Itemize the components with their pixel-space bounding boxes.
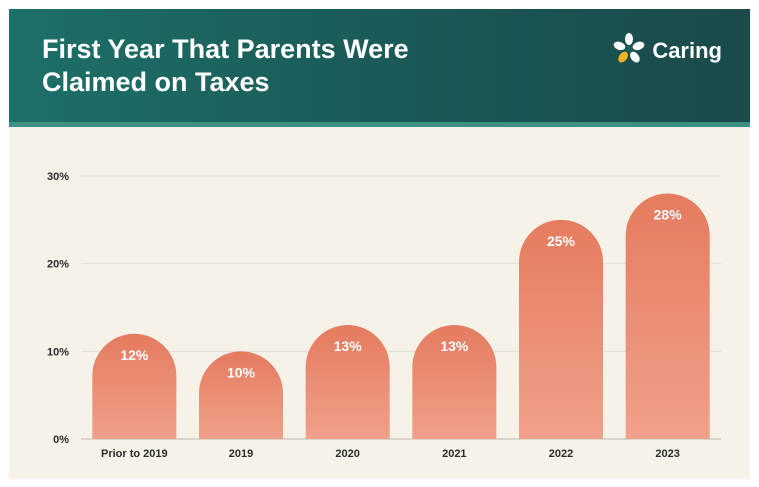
x-tick-label: 2021 (442, 448, 466, 460)
x-tick-label: 2019 (229, 448, 253, 460)
y-tick-label: 20% (47, 259, 69, 271)
bar (305, 325, 390, 439)
chart-title-line-1: First Year That Parents Were (42, 34, 409, 64)
data-label: 13% (334, 338, 363, 354)
header-accent-stripe (9, 122, 750, 127)
x-tick-label: Prior to 2019 (101, 448, 168, 460)
data-label: 25% (547, 233, 576, 249)
y-tick-label: 0% (53, 434, 69, 446)
chart-card: First Year That Parents Were Claimed on … (9, 9, 750, 479)
data-label: 13% (440, 338, 469, 354)
y-tick-label: 30% (47, 171, 69, 183)
x-tick-label: 2022 (549, 448, 573, 460)
brand-name: Caring (652, 38, 722, 63)
bar (519, 219, 603, 439)
chart-title: First Year That Parents Were Claimed on … (42, 33, 502, 99)
y-tick-label: 10% (47, 346, 69, 358)
bar (412, 325, 497, 439)
data-label: 10% (227, 364, 256, 380)
bar (92, 333, 177, 439)
x-tick-label: 2020 (335, 448, 359, 460)
caring-flower-icon (612, 32, 646, 71)
data-label: 28% (654, 207, 683, 223)
x-tick-label: 2023 (655, 448, 679, 460)
data-label: 12% (120, 347, 149, 363)
bar (625, 193, 710, 439)
brand-logo: Caring (612, 32, 722, 71)
chart-title-line-2: Claimed on Taxes (42, 67, 270, 97)
bar (199, 351, 283, 439)
chart-header: First Year That Parents Were Claimed on … (9, 9, 750, 122)
bar-chart: 0% 10% 20% 30% 12% Prior to 2019 10% 2019 13% 202… (47, 171, 721, 460)
